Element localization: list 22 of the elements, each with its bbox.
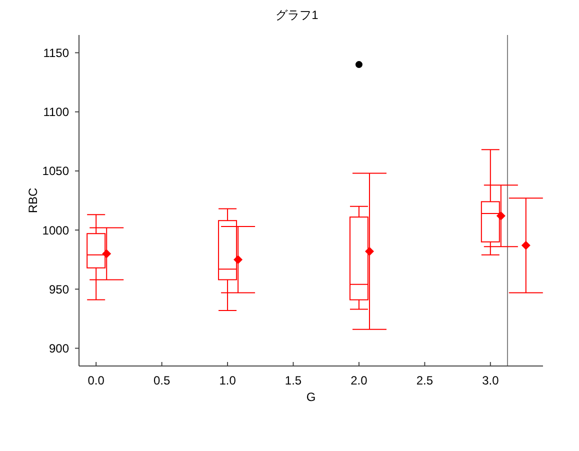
x-tick-label: 0.5 [153, 374, 170, 388]
point [496, 211, 506, 220]
point [102, 249, 112, 258]
x-tick-label: 2.5 [416, 374, 434, 388]
y-axis-title: RBC [26, 188, 40, 214]
point [234, 255, 243, 264]
x-axis-title: G [306, 390, 316, 404]
x-tick-label: 1.0 [219, 374, 236, 388]
y-tick-label: 1150 [43, 46, 70, 60]
x-tick-label: 0.0 [88, 374, 105, 388]
y-tick-label: 950 [48, 282, 70, 296]
x-tick-label: 3.0 [482, 374, 500, 388]
point [355, 61, 362, 68]
point [364, 246, 374, 256]
x-tick-label: 2.0 [350, 374, 368, 388]
y-tick-label: 900 [48, 342, 70, 356]
chart-title: グラフ1 [276, 8, 318, 22]
point [521, 240, 530, 250]
y-tick-label: 1000 [42, 223, 70, 238]
x-tick-label: 1.5 [284, 374, 302, 388]
y-tick-label: 1050 [42, 164, 70, 178]
y-tick-label: 1100 [43, 105, 70, 120]
